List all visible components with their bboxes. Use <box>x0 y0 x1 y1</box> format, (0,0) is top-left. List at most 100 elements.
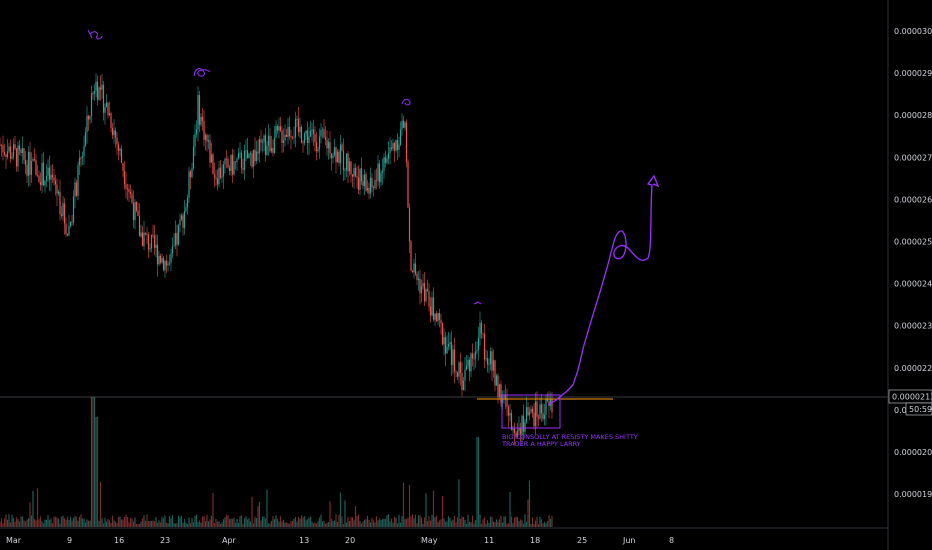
price-axis[interactable]: 0.00003000 0.00002900 0.00002800 0.00002700… <box>894 27 932 499</box>
candle-body <box>530 408 532 412</box>
volume-bar <box>212 492 214 527</box>
candle-body <box>99 87 102 90</box>
candle-body <box>272 147 274 153</box>
time-tick-label: Jun <box>622 536 636 545</box>
candle-body <box>329 142 331 154</box>
candle-body <box>135 202 138 211</box>
volume-bar <box>195 514 198 527</box>
candle-body <box>539 404 541 419</box>
candle-body <box>194 134 196 147</box>
volume-bar <box>42 523 45 527</box>
volume-bar <box>131 518 133 527</box>
volume-bar <box>183 518 186 527</box>
volume-bar <box>341 516 343 527</box>
volume-bar <box>252 523 255 527</box>
volume-bar <box>240 515 243 527</box>
candle-body <box>398 144 400 150</box>
volume-bar <box>15 517 18 527</box>
volume-bar <box>236 519 238 527</box>
volume-bar <box>146 514 148 527</box>
candle-body <box>551 399 553 413</box>
volume-bar <box>435 515 438 527</box>
volume-bar <box>378 518 381 527</box>
volume-bar <box>347 516 349 527</box>
candle-body <box>224 158 226 165</box>
volume-bar <box>366 515 369 527</box>
candle-body <box>147 234 150 250</box>
candle-body <box>171 246 174 254</box>
volume-bar <box>497 521 499 527</box>
candle-body <box>59 191 61 215</box>
volume-bar <box>338 514 340 527</box>
price-tick-label: 0.00002600 <box>894 195 932 204</box>
volume-bar <box>207 521 210 527</box>
candle-body <box>393 143 396 151</box>
candle-body <box>428 291 430 307</box>
volume-bar <box>456 517 459 527</box>
candle-body <box>383 157 385 172</box>
candle-body <box>302 142 304 144</box>
volume-bar <box>389 521 391 527</box>
candle-body <box>320 130 322 137</box>
candle-body <box>33 159 36 161</box>
price-tick-label: 0.00002000 <box>894 448 932 457</box>
candle-body <box>443 337 445 345</box>
volume-bar <box>56 517 58 527</box>
candle-body <box>198 94 201 125</box>
candle-body <box>44 180 46 186</box>
consolidation-box <box>501 394 561 429</box>
candle-body <box>92 93 94 95</box>
volume-bar <box>543 521 546 527</box>
volume-bar <box>318 517 321 527</box>
candle-body <box>254 149 256 161</box>
volume-bar <box>524 514 526 527</box>
candle-body <box>96 81 99 100</box>
volume-bar <box>278 521 280 527</box>
volume-bar <box>300 515 303 527</box>
candle-body <box>296 118 298 120</box>
candle-body <box>87 115 90 120</box>
volume-bar <box>264 518 267 527</box>
candle-body <box>297 118 300 133</box>
candle-body <box>293 137 295 139</box>
candle-body <box>174 232 177 246</box>
volume-bar <box>132 521 135 527</box>
price-tick-label: 0.00002400 <box>894 280 932 289</box>
volume-bar <box>23 520 25 527</box>
candle-body <box>432 297 435 320</box>
candle-body <box>522 415 525 432</box>
candle-body <box>11 156 13 159</box>
candle-body <box>158 255 160 265</box>
volume-bar <box>383 519 385 527</box>
candle-body <box>419 278 421 294</box>
volume-bar <box>159 522 162 527</box>
volume-bar <box>461 516 463 527</box>
volume-bar <box>215 519 217 527</box>
volume-bar <box>522 523 525 527</box>
volume-bar <box>216 521 219 527</box>
volume-bar <box>35 520 37 527</box>
volume-bar <box>509 491 511 527</box>
volume-bar <box>63 518 66 527</box>
price-tick-label: 0.00002200 <box>894 364 932 373</box>
volume-bar <box>311 521 313 527</box>
candle-body <box>140 232 142 237</box>
candle-body <box>248 153 250 159</box>
volume-bar <box>65 519 67 527</box>
time-axis[interactable]: Mar 9 16 23 Apr 13 20 May 11 18 25 Jun 8 <box>6 536 674 545</box>
candle-body <box>257 151 259 154</box>
candle-body <box>479 322 481 338</box>
volume-bar <box>155 517 157 527</box>
volume-bar <box>114 521 117 527</box>
candle-body <box>38 175 40 182</box>
volume-bar <box>534 520 537 527</box>
candle-body <box>450 342 453 366</box>
peak-annotation-doodles <box>87 29 482 305</box>
volume-bar <box>267 523 270 527</box>
candle-body <box>18 145 21 150</box>
volume-bar <box>90 397 93 527</box>
volume-bar <box>14 521 16 527</box>
candle-body <box>485 358 487 360</box>
volume-bar <box>498 518 501 527</box>
